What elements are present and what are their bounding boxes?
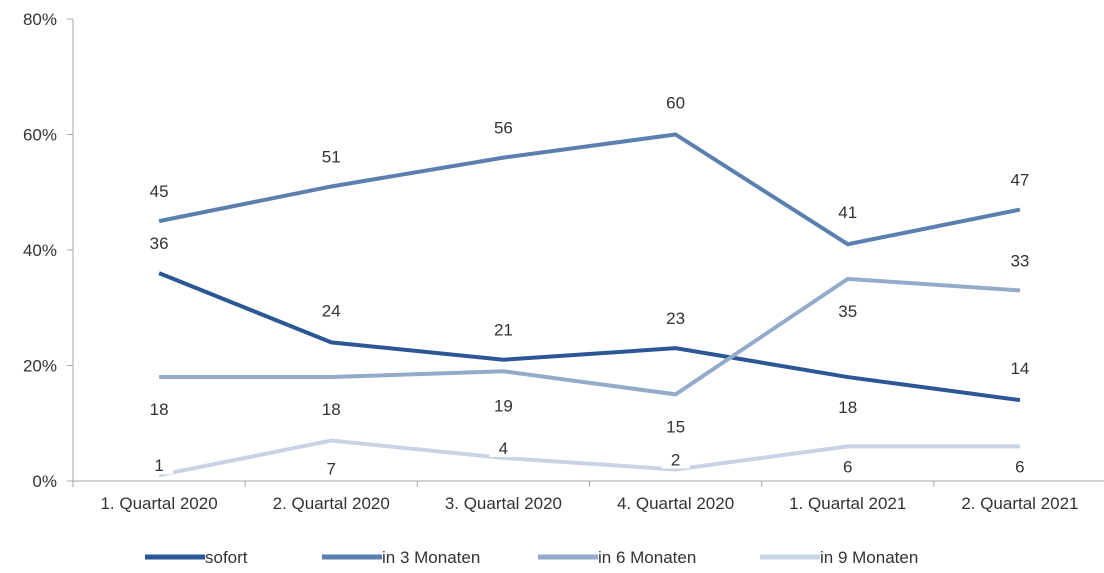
legend-label: sofort	[205, 548, 248, 567]
data-label: 6	[1005, 455, 1034, 476]
svg-text:6: 6	[843, 457, 852, 476]
svg-text:35: 35	[838, 302, 857, 321]
svg-text:15: 15	[666, 417, 685, 436]
svg-text:2: 2	[671, 450, 680, 469]
svg-text:18: 18	[150, 400, 169, 419]
y-tick-label: 0%	[32, 472, 57, 491]
data-label: 18	[833, 396, 862, 417]
svg-text:6: 6	[1015, 457, 1024, 476]
chart-legend: sofort in 3 Monaten in 6 Monaten in 9 Monat…	[145, 548, 918, 567]
data-label: 7	[317, 457, 346, 479]
chart-data-labels: 36 24 21 23 18 14 45 51 56 60 41 47 18 18 19 15 35 33 1 7 4 2…	[145, 91, 1034, 479]
chart-series-lines	[158, 132, 1021, 478]
svg-text:14: 14	[1010, 359, 1029, 378]
y-tick-label: 80%	[23, 10, 57, 29]
svg-text:4: 4	[499, 439, 508, 458]
svg-text:36: 36	[150, 234, 169, 253]
data-label: 19	[489, 394, 518, 415]
y-tick-label: 60%	[23, 126, 57, 145]
x-tick-label: 3. Quartal 2020	[445, 494, 562, 513]
svg-text:19: 19	[494, 396, 513, 415]
x-tick-label: 2. Quartal 2021	[961, 494, 1078, 513]
svg-text:33: 33	[1010, 251, 1029, 270]
svg-text:56: 56	[494, 119, 513, 138]
legend-label: in 6 Monaten	[598, 548, 696, 567]
svg-text:7: 7	[327, 460, 336, 479]
legend-item: in 3 Monaten	[322, 548, 480, 567]
data-label: 21	[489, 318, 518, 340]
data-label: 35	[833, 299, 862, 321]
data-label: 23	[661, 307, 690, 328]
x-tick-label: 1. Quartal 2020	[100, 494, 217, 513]
chart-axes: 0% 20% 40% 60% 80% 1. Quartal 2020 2. Quartal …	[23, 10, 1104, 513]
legend-item: in 9 Monaten	[760, 548, 918, 567]
legend-item: sofort	[145, 548, 248, 567]
svg-text:1: 1	[154, 456, 163, 475]
data-label: 18	[317, 398, 346, 419]
data-label: 45	[145, 180, 174, 201]
y-tick-label: 20%	[23, 357, 57, 376]
svg-text:24: 24	[322, 301, 341, 320]
legend-label: in 3 Monaten	[382, 548, 480, 567]
y-tick-label: 40%	[23, 241, 57, 260]
series-line-2	[158, 132, 1021, 247]
data-label: 33	[1005, 249, 1034, 270]
data-label: 2	[661, 448, 690, 469]
svg-text:45: 45	[150, 182, 169, 201]
data-label: 4	[489, 436, 518, 458]
data-label: 1	[145, 454, 174, 475]
legend-item: in 6 Monaten	[538, 548, 696, 567]
svg-text:60: 60	[666, 94, 685, 113]
svg-text:41: 41	[838, 203, 857, 222]
data-label: 6	[833, 455, 862, 476]
data-label: 51	[317, 145, 346, 166]
data-label: 14	[1005, 357, 1034, 378]
legend-label: in 9 Monaten	[820, 548, 918, 567]
svg-text:47: 47	[1010, 171, 1029, 190]
data-label: 36	[145, 232, 174, 253]
x-tick-label: 4. Quartal 2020	[617, 494, 734, 513]
data-label: 18	[145, 398, 174, 419]
svg-text:18: 18	[322, 400, 341, 419]
data-label: 24	[317, 299, 346, 320]
series-line-1	[158, 271, 1021, 403]
data-label: 15	[661, 415, 690, 436]
data-label: 41	[833, 201, 862, 222]
data-label: 56	[489, 116, 518, 138]
x-tick-label: 2. Quartal 2020	[273, 494, 390, 513]
data-label: 60	[661, 91, 690, 113]
svg-text:23: 23	[666, 309, 685, 328]
series-line-4	[158, 438, 1020, 478]
data-label: 47	[1005, 168, 1034, 190]
svg-text:21: 21	[494, 321, 513, 340]
x-tick-label: 1. Quartal 2021	[789, 494, 906, 513]
series-line-3	[159, 276, 1021, 397]
svg-text:51: 51	[322, 147, 341, 166]
svg-text:18: 18	[838, 398, 857, 417]
